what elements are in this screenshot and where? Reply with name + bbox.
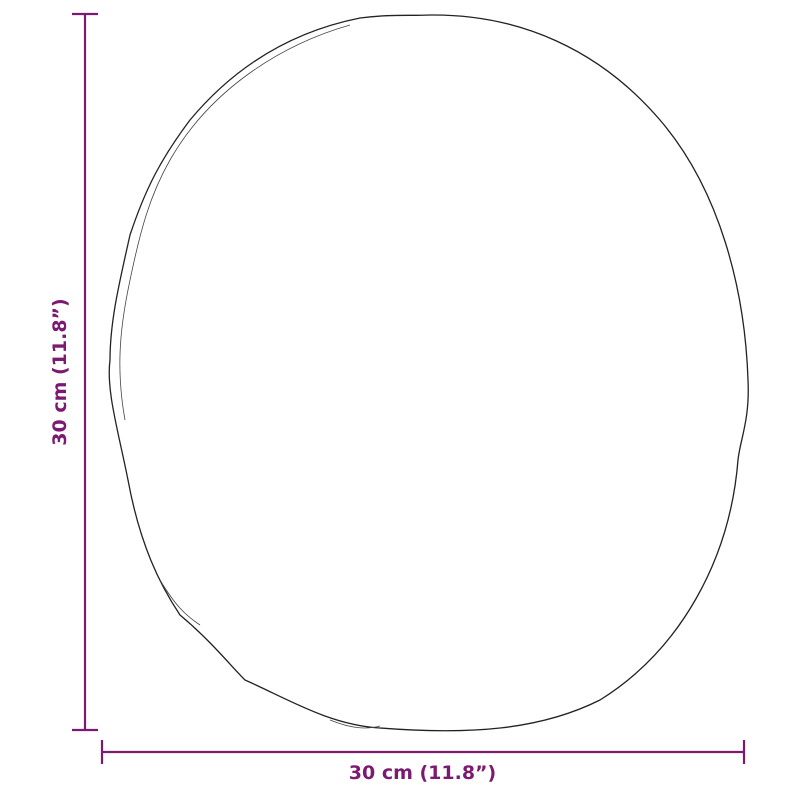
mirror-edge-inner	[119, 24, 381, 729]
height-dimension	[72, 12, 98, 732]
width-label: 30 cm (11.8”)	[348, 762, 497, 784]
height-label: 30 cm (11.8”)	[49, 298, 71, 446]
width-dimension	[100, 740, 746, 764]
mirror-outline	[108, 14, 749, 732]
